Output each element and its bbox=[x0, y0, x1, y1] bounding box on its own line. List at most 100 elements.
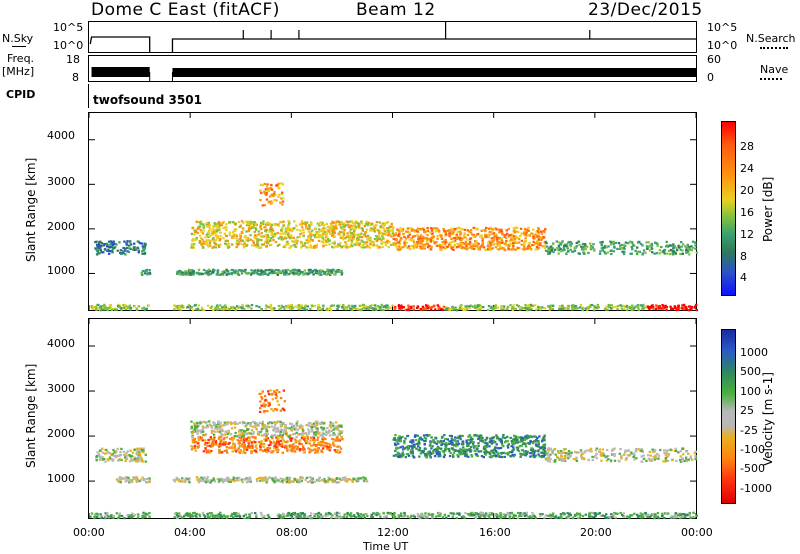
power-echo-1000km bbox=[278, 272, 281, 275]
velocity-echo-east bbox=[542, 436, 545, 439]
velocity-echo-east bbox=[456, 440, 459, 443]
power-echo-1000km bbox=[148, 272, 152, 276]
velocity-echo-main bbox=[289, 422, 292, 425]
power-echo-main bbox=[250, 222, 253, 225]
power-echo-main bbox=[202, 240, 206, 243]
power-echo-east bbox=[504, 242, 507, 245]
power-echo-main bbox=[352, 238, 355, 241]
power-echo-near bbox=[133, 305, 136, 308]
velocity-echo-main bbox=[204, 426, 208, 429]
power-echo-east bbox=[522, 233, 526, 236]
power-echo-east bbox=[472, 226, 475, 229]
velocity-echo-late bbox=[598, 448, 601, 451]
velocity-echo-1000km bbox=[227, 480, 231, 483]
power-echo-plume bbox=[280, 182, 283, 185]
power-echo-plume bbox=[282, 197, 285, 200]
power-echo-near bbox=[271, 308, 275, 312]
power-echo-main bbox=[202, 246, 205, 249]
power-echo-near bbox=[673, 305, 676, 308]
power-echo-east bbox=[500, 239, 504, 242]
beam-title: Beam 12 bbox=[356, 0, 436, 20]
power-echo-late bbox=[556, 247, 559, 250]
power-echo-main bbox=[373, 230, 376, 233]
power-echo-main bbox=[272, 229, 275, 232]
power-echo-near bbox=[351, 307, 354, 310]
velocity-echo-east bbox=[506, 435, 509, 438]
power-echo-near bbox=[682, 303, 686, 306]
power-echo-late bbox=[655, 242, 658, 245]
velocity-echo-east bbox=[531, 435, 534, 438]
velocity-echo-east bbox=[515, 438, 518, 441]
velocity-echo-east bbox=[450, 435, 453, 438]
power-echo-near bbox=[515, 304, 519, 307]
power-echo-near bbox=[241, 303, 244, 306]
power-echo-near bbox=[143, 309, 147, 312]
power-echo-near bbox=[234, 309, 237, 312]
power-echo-1000km bbox=[297, 273, 300, 276]
velocity-echo-main bbox=[201, 439, 204, 442]
velocity-echo-1000km bbox=[335, 477, 338, 480]
power-echo-main bbox=[386, 227, 389, 230]
power-echo-near bbox=[574, 305, 578, 308]
power-echo-east bbox=[410, 239, 413, 242]
power-echo-near bbox=[173, 308, 176, 311]
power-echo-near bbox=[451, 308, 454, 311]
velocity-echo-east bbox=[409, 440, 412, 443]
power-echo-near bbox=[349, 308, 353, 311]
power-echo-main bbox=[330, 229, 333, 232]
velocity-echo-late bbox=[594, 455, 597, 458]
power-echo-main bbox=[194, 238, 197, 242]
power-echo-east bbox=[429, 240, 432, 243]
power-echo-late bbox=[571, 250, 574, 253]
velocity-echo-main bbox=[252, 436, 255, 439]
power-echo-main bbox=[350, 241, 354, 244]
velocity-echo-early bbox=[135, 450, 139, 454]
velocity-echo-east bbox=[494, 450, 498, 453]
power-echo-near bbox=[209, 306, 212, 309]
power-echo-late bbox=[673, 245, 676, 248]
velocity-echo-main bbox=[339, 450, 342, 453]
power-echo-1000km bbox=[284, 269, 287, 272]
power-echo-1000km bbox=[231, 271, 234, 275]
power-echo-east bbox=[461, 237, 464, 240]
velocity-echo-main bbox=[317, 441, 320, 444]
velocity-echo-early bbox=[136, 447, 139, 450]
power-echo-1000km bbox=[302, 273, 305, 276]
power-echo-near bbox=[255, 305, 258, 308]
power-echo-east bbox=[512, 237, 515, 240]
power-echo-late bbox=[587, 251, 590, 254]
power-echo-main bbox=[310, 233, 313, 236]
power-echo-late bbox=[545, 245, 549, 248]
power-echo-near bbox=[628, 305, 631, 309]
power-echo-east bbox=[517, 241, 521, 244]
power-echo-main bbox=[243, 246, 246, 249]
power-echo-east bbox=[517, 230, 520, 234]
velocity-echo-main bbox=[281, 445, 284, 448]
power-echo-plume bbox=[264, 188, 268, 191]
power-echo-near bbox=[561, 304, 564, 307]
power-echo-main bbox=[236, 243, 240, 246]
power-echo-main bbox=[303, 244, 306, 247]
velocity-echo-east bbox=[413, 446, 416, 449]
power-echo-east bbox=[479, 235, 482, 238]
power-echo-near bbox=[228, 308, 231, 311]
velocity-echo-main bbox=[265, 451, 268, 454]
power-echo-east bbox=[531, 244, 534, 247]
power-echo-late bbox=[691, 246, 695, 249]
power-echo-near bbox=[664, 304, 667, 307]
velocity-echo-late bbox=[606, 449, 609, 452]
power-echo-near bbox=[223, 306, 226, 309]
velocity-echo-early bbox=[133, 458, 137, 461]
power-echo-near bbox=[593, 305, 596, 308]
velocity-echo-east bbox=[412, 456, 416, 459]
power-echo-near bbox=[364, 307, 368, 310]
power-echo-late bbox=[637, 241, 640, 244]
power-echo-early bbox=[95, 240, 98, 243]
power-echo-east bbox=[422, 228, 426, 231]
velocity-echo-main bbox=[251, 446, 254, 449]
power-echo-main bbox=[365, 228, 368, 231]
velocity-echo-1000km bbox=[216, 477, 220, 480]
velocity-echo-east bbox=[450, 440, 453, 443]
power-echo-late bbox=[575, 245, 578, 248]
velocity-echo-east bbox=[494, 455, 498, 458]
